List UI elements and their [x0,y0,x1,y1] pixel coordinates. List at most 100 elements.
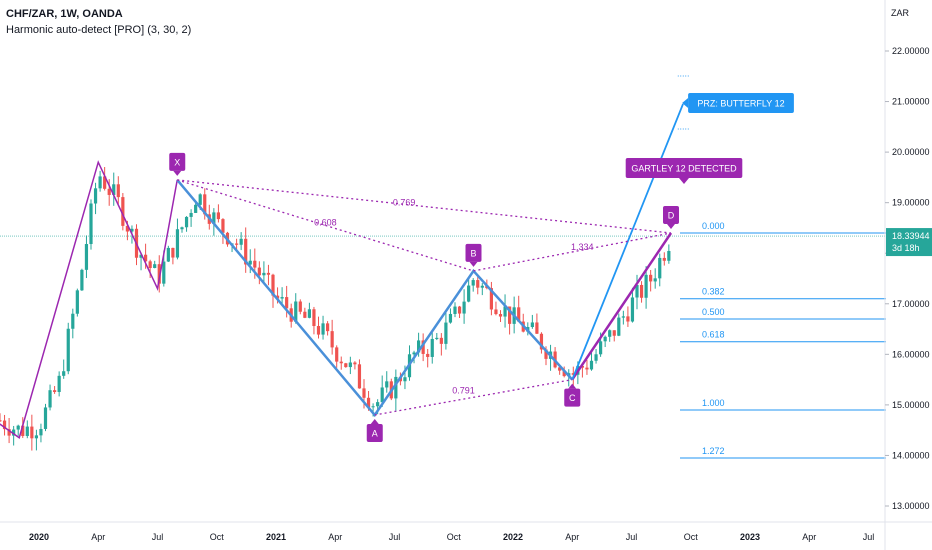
price-tick-label: 14.00000 [892,450,930,460]
candle-body [66,328,70,372]
candle-body [494,309,498,315]
price-tick-label: 19.00000 [892,198,930,208]
candle-body [594,354,598,361]
candle-body [189,212,193,217]
candle-body [353,362,357,365]
candle-body [344,363,348,368]
prz-annotation[interactable]: PRZ: BUTTERFLY 12 [682,93,794,113]
pivot-x-box [169,152,186,171]
candle-body [16,425,20,430]
candle-body [517,307,521,322]
candle-body [462,301,466,314]
candle-body [562,370,566,377]
candle-body [175,229,180,258]
candle-body [403,377,407,382]
pivot-b[interactable]: B [465,243,482,267]
candle-body [589,360,594,370]
candle-body [471,280,475,286]
bd-ratio-label: 1.334 [571,242,594,252]
candle-body [194,204,198,213]
prz-annotation-box [688,93,794,113]
candle-body [262,272,266,276]
fib-level-label: 1.000 [702,398,725,408]
time-tick-label: Jul [152,532,164,542]
time-tick-label: Apr [328,532,342,542]
time-tick-label: 2022 [503,532,523,542]
pivot-c[interactable]: C [564,383,581,407]
candle-body [539,333,544,350]
time-tick-label: Apr [802,532,816,542]
xb-ratio-line [177,179,474,272]
candle-body [171,247,175,258]
candle-body [166,247,170,262]
candle-body [385,381,389,388]
candle-body [212,212,216,224]
gartley-annotation-text: GARTLEY 12 DETECTED [631,164,737,174]
candle-body [221,219,225,233]
candle-body [257,267,261,276]
candle-body [2,420,7,430]
candle-body [25,426,29,436]
candle-body [280,297,284,299]
candle-body [75,290,79,314]
candle-body [535,322,539,334]
candle-body [248,260,252,265]
candle-body [639,284,644,298]
symbol-title[interactable]: CHF/ZAR, 1W, OANDA [6,8,123,20]
candle-body [53,390,57,392]
pivot-d[interactable]: D [663,206,679,229]
candle-body [153,264,157,268]
candle-body [203,194,207,215]
candle-body [430,338,434,357]
price-tick-label: 17.00000 [892,299,930,309]
candle-body [30,426,34,439]
indicator-title[interactable]: Harmonic auto-detect [PRO] (3, 30, 2) [6,24,192,36]
candle-body [139,254,143,258]
candle-body [380,387,384,403]
candle-body [321,323,325,335]
candle-body [348,362,352,368]
candle-body [467,285,471,302]
candle-body [662,257,666,261]
candle-body [180,227,184,230]
current-price-badge[interactable]: 18.33944 3d 18h [886,228,932,257]
pivot-a-box [366,424,383,442]
pattern-labels-layer: X A B C D GARTLEY 12 DETECTED PRZ: BUTTERFLY 1… [169,93,794,442]
price-tick-label: 16.00000 [892,349,930,359]
candle-body [148,261,152,268]
pivot-x[interactable]: X [169,152,186,176]
countdown-value: 3d 18h [892,243,920,253]
candle-body [89,203,93,245]
pivot-c-pointer [568,383,577,389]
candle-body [271,274,275,296]
prz-annotation-text: PRZ: BUTTERFLY 12 [697,99,784,109]
candle-body [644,274,648,298]
candle-body [121,197,125,226]
candle-body [57,375,61,392]
cd-leg [571,232,673,381]
candle-body [103,176,107,189]
candle-body [266,272,271,275]
candle-body [457,306,462,314]
candle-body [635,284,639,298]
candle-body [608,330,612,337]
candle-body [558,367,562,371]
candle-body [362,388,366,398]
candle-body [84,244,89,270]
candle-body [198,194,202,205]
fib-level-label: 0.618 [702,330,725,340]
candle-body [298,301,302,312]
gartley-annotation-box [625,158,743,178]
time-tick-label: Apr [91,532,105,542]
candle-body [326,323,330,332]
candle-body [435,337,439,339]
candle-body [649,274,653,282]
prz-dots-upper: ..... [677,68,690,78]
candle-body [312,309,316,327]
candle-body [421,340,425,354]
prz-dots-lower: ..... [677,121,690,131]
candle-body [116,184,120,198]
pivot-a[interactable]: A [366,419,383,442]
gartley-annotation[interactable]: GARTLEY 12 DETECTED [625,158,743,184]
